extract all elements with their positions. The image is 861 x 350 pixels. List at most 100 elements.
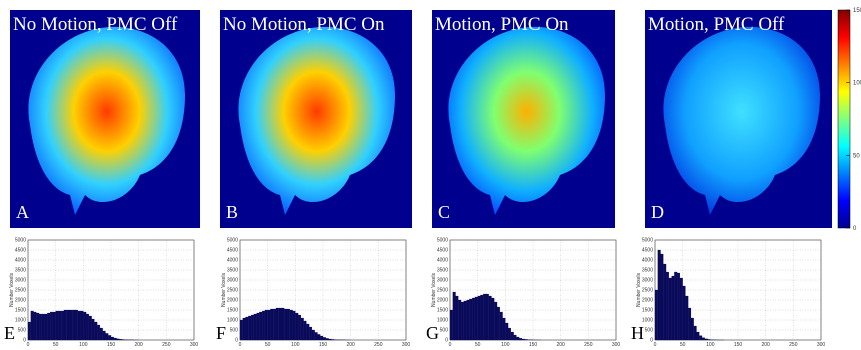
histogram-bar	[92, 319, 95, 340]
histogram-bar	[494, 302, 497, 340]
histogram-bar	[694, 326, 697, 340]
histogram-bar	[50, 312, 53, 340]
histogram-bar	[516, 337, 519, 340]
y-tick-label: 2500	[437, 288, 448, 294]
histogram-bar	[464, 301, 467, 340]
histogram-bar	[514, 335, 517, 340]
x-tick-label: 200	[346, 342, 355, 348]
y-tick-label: 2500	[642, 288, 653, 294]
x-tick-label: 150	[529, 342, 538, 348]
histogram-bar	[669, 278, 672, 340]
panel-letter: E	[4, 323, 15, 343]
colorbar-tick-label: 50	[853, 153, 860, 159]
histogram-bar	[699, 336, 702, 340]
image-panel-b	[220, 10, 412, 228]
x-tick-label: 300	[817, 342, 826, 348]
x-tick-label: 250	[584, 342, 593, 348]
histogram-bar	[489, 296, 492, 340]
x-tick-label: 100	[501, 342, 510, 348]
y-tick-label: 3000	[642, 278, 653, 284]
panel-title: Motion, PMC On	[435, 14, 569, 35]
y-axis-label: Number Voxels	[221, 273, 227, 307]
histogram-bar	[655, 290, 658, 340]
histogram-bar	[331, 339, 334, 340]
y-tick-label: 3000	[437, 278, 448, 284]
histogram-bar	[666, 272, 669, 340]
histogram-bar	[246, 317, 249, 340]
histogram-bar	[251, 315, 254, 340]
histogram-bar	[262, 311, 265, 340]
histogram-bar	[39, 314, 42, 340]
x-tick-label: 150	[107, 342, 116, 348]
panel-letter: A	[16, 202, 29, 222]
x-tick-label: 100	[79, 342, 88, 348]
histogram-bar	[240, 320, 243, 340]
histogram-bar	[705, 339, 708, 340]
histogram-bar	[453, 292, 456, 340]
histogram-bar	[450, 310, 453, 340]
histogram-bar	[304, 321, 307, 340]
histogram-bar	[685, 296, 688, 340]
y-tick-label: 500	[440, 328, 449, 334]
x-tick-label: 200	[556, 342, 565, 348]
x-tick-label: 50	[265, 342, 271, 348]
histogram-bar	[519, 338, 522, 340]
histogram-bar	[522, 339, 525, 340]
histogram-bar	[53, 312, 56, 340]
histogram-bar	[663, 264, 666, 340]
y-tick-label: 2500	[227, 288, 238, 294]
histogram-bar	[486, 294, 489, 340]
histogram-bar	[100, 328, 103, 340]
x-tick-label: 300	[612, 342, 621, 348]
histogram-bar	[680, 278, 683, 340]
histogram-bar	[329, 339, 332, 340]
histogram-bar	[661, 254, 664, 340]
colorbar-tick-label: 150	[853, 8, 861, 14]
histogram-bar	[273, 309, 276, 340]
x-tick-label: 100	[291, 342, 300, 348]
histogram-bar	[282, 308, 285, 340]
x-tick-label: 300	[190, 342, 199, 348]
histogram-bar	[42, 314, 45, 340]
histogram-bar	[257, 313, 260, 340]
x-tick-label: 150	[734, 342, 743, 348]
x-tick-label: 200	[134, 342, 143, 348]
histogram-bar	[683, 286, 686, 340]
image-panel-d	[645, 10, 832, 228]
histogram-bar	[86, 314, 89, 340]
histogram-bar	[505, 323, 508, 340]
histogram-bar	[511, 332, 514, 340]
image-panel-a	[10, 10, 200, 228]
y-tick-label: 5000	[642, 238, 653, 244]
histogram-bar	[320, 336, 323, 340]
histogram-bar	[298, 315, 301, 340]
x-tick-label: 50	[680, 342, 686, 348]
histogram-bar	[56, 311, 59, 340]
histogram-bar	[94, 322, 97, 340]
y-tick-label: 3000	[227, 278, 238, 284]
histogram-bar	[108, 335, 111, 340]
y-tick-label: 2000	[437, 298, 448, 304]
histogram-bar	[61, 311, 64, 340]
histogram-bar	[36, 313, 39, 340]
y-tick-label: 1500	[642, 308, 653, 314]
histogram-bar	[461, 302, 464, 340]
panel-letter: C	[438, 202, 450, 222]
x-tick-label: 0	[27, 342, 30, 348]
histogram-bar	[287, 309, 290, 340]
y-tick-label: 500	[230, 328, 239, 334]
histogram-bar	[483, 294, 486, 340]
histogram-bar	[672, 276, 675, 340]
histogram-bar	[75, 310, 78, 340]
colorbar-tick-label: 0	[853, 226, 857, 232]
y-tick-label: 3500	[642, 268, 653, 274]
panel-letter: H	[631, 323, 644, 343]
histogram-bar	[458, 300, 461, 340]
y-axis-label: Number Voxels	[636, 273, 642, 307]
panel-letter: F	[216, 323, 226, 343]
x-tick-label: 50	[53, 342, 59, 348]
histogram-bar	[475, 297, 478, 340]
histogram-bar	[243, 318, 246, 340]
histogram-bar	[306, 324, 309, 340]
histogram-bar	[697, 332, 700, 340]
